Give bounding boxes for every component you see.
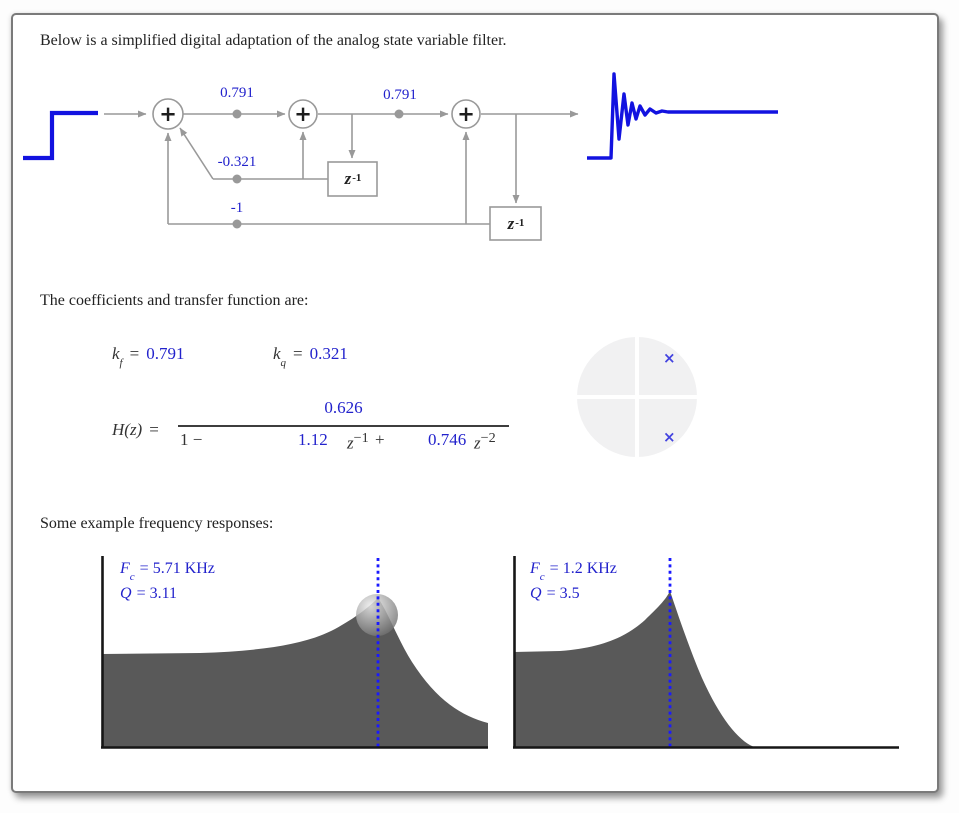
numerator: 0.626 (324, 398, 363, 417)
q-value: = 3.11 (136, 585, 177, 602)
fc-value: = 5.71 KHz (139, 560, 215, 577)
fc-subscript: c (129, 571, 135, 584)
freq-response-plot-2 (513, 556, 899, 749)
z2-exponent: −2 (480, 430, 496, 446)
z-symbol: z (347, 433, 354, 453)
denominator: 1 − 1.12 z−1 + 0.746 z−2 (178, 427, 509, 453)
delay-exponent: -1 (515, 216, 525, 229)
pole-marker-lower: × (663, 428, 676, 446)
sum-symbol-1: + (159, 102, 177, 126)
den-b2-value: 0.746 (428, 430, 467, 449)
delay-label-2: z -1 (490, 207, 541, 240)
block-diagram (104, 110, 579, 225)
fc-symbol: F (530, 560, 540, 577)
gain-label-unity: -1 (230, 200, 244, 216)
den-one-minus: 1 − (180, 430, 203, 449)
wire-feedback-q-diagonal (179, 127, 214, 180)
kf-symbol: k (112, 344, 120, 363)
response-curve-2 (514, 591, 753, 747)
fc-subscript: c (539, 571, 545, 584)
diagram-nodes (152, 98, 542, 241)
sum-node-1 (152, 98, 184, 130)
output-ringing-signal (587, 72, 778, 160)
freq-response-plot-1 (101, 556, 488, 749)
gain-label-kf-1: 0.791 (220, 85, 254, 101)
sum-symbol-2: + (294, 102, 312, 126)
gain-label-kq: -0.321 (217, 154, 257, 170)
kq-symbol: k (273, 344, 281, 363)
sum-node-2 (288, 99, 318, 129)
delay-z: z (344, 169, 352, 188)
equals-sign: = (149, 420, 159, 439)
gain-tap-unity (232, 219, 242, 229)
gain-tap-2 (394, 109, 404, 119)
kq-subscript: q (280, 357, 287, 370)
den-z2: z−2 (474, 430, 496, 454)
den-plus: + (375, 430, 385, 449)
fc-symbol: F (120, 560, 130, 577)
q-value: = 3.5 (546, 585, 580, 602)
transfer-fraction: 0.626 1 − 1.12 z−1 + 0.746 z−2 (178, 398, 509, 453)
hz-symbol: H(z) (112, 420, 143, 439)
fraction-bar (178, 425, 509, 427)
plot2-fc-label: Fc = 1.2 KHz (530, 560, 617, 584)
plot1-q-label: Q = 3.11 (120, 585, 177, 603)
q-symbol: Q (120, 585, 132, 602)
kf-value: 0.791 (146, 344, 185, 363)
response-curve-1 (102, 598, 488, 747)
equals-sign: = (129, 344, 140, 363)
delay-box-2 (489, 206, 542, 241)
equals-sign: = (293, 344, 303, 363)
intro-text: Below is a simplified digital adaptation… (40, 32, 507, 49)
gain-taps (232, 109, 404, 229)
plot1-fc-label: Fc = 5.71 KHz (120, 560, 215, 584)
sum-symbol-3: + (457, 102, 475, 126)
responses-heading: Some example frequency responses: (40, 515, 274, 532)
kf-subscript: f (119, 357, 123, 370)
input-step-signal (23, 110, 98, 161)
kq-value: 0.321 (309, 344, 348, 363)
kf-equation: kf = 0.791 (112, 344, 185, 370)
gain-tap-1 (232, 109, 242, 119)
delay-exponent: -1 (352, 172, 362, 184)
gain-label-kf-2: 0.791 (383, 87, 417, 103)
plot2-q-label: Q = 3.5 (530, 585, 580, 603)
transfer-lhs: H(z) = (112, 420, 159, 440)
z-symbol: z (474, 433, 481, 453)
coefficients-heading: The coefficients and transfer function a… (40, 292, 309, 309)
den-z1: z−1 (347, 430, 369, 454)
q-symbol: Q (530, 585, 542, 602)
delay-box-1 (327, 161, 378, 197)
pole-marker-upper: × (663, 349, 676, 367)
kq-equation: kq = 0.321 (273, 344, 348, 370)
den-b1-value: 1.12 (298, 430, 328, 449)
sum-node-3 (451, 99, 481, 129)
fc-value: = 1.2 KHz (549, 560, 617, 577)
z1-exponent: −1 (353, 430, 369, 446)
peak-drag-handle[interactable] (356, 594, 398, 636)
gain-tap-q (232, 174, 242, 184)
delay-z: z (507, 213, 515, 233)
delay-label-1: z -1 (328, 162, 377, 196)
unit-circle-plot (575, 335, 699, 459)
